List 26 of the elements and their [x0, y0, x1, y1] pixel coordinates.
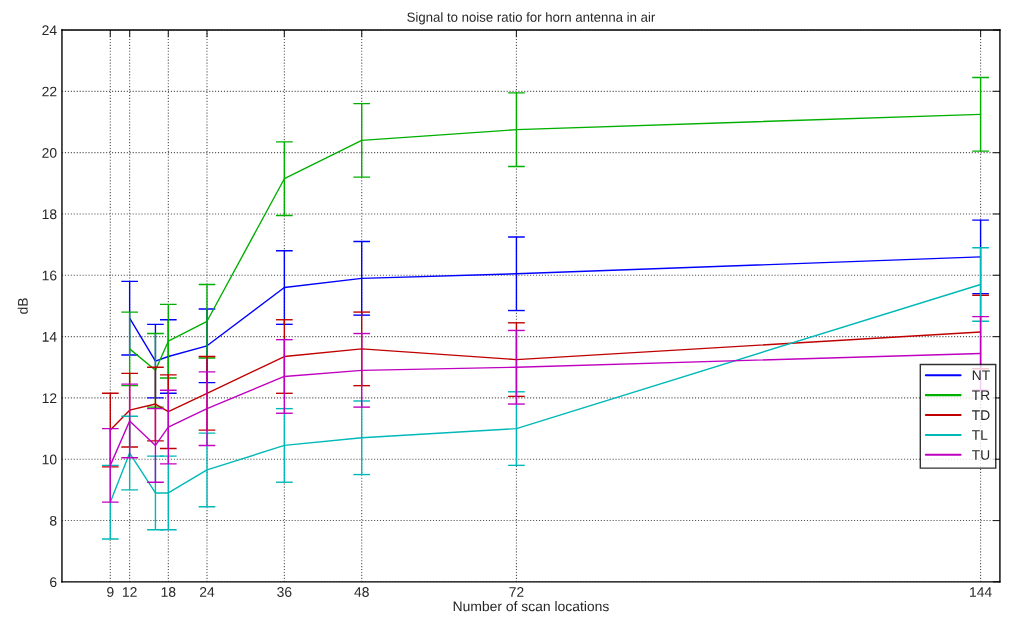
- y-axis-title: dB: [17, 298, 28, 314]
- y-tick-label: 6: [50, 577, 57, 588]
- y-tick-label: 20: [42, 147, 57, 158]
- x-tick-label: 48: [354, 587, 369, 597]
- x-tick-label: 36: [277, 587, 292, 597]
- legend-label: TL: [972, 430, 988, 440]
- y-tick-label: 10: [42, 454, 57, 465]
- y-tick-label: 24: [42, 25, 57, 36]
- legend-label: NT: [972, 370, 990, 381]
- legend-label: TR: [972, 390, 990, 401]
- chart-title: Signal to noise ratio for horn antenna in air: [407, 12, 656, 25]
- legend-label: TD: [972, 410, 990, 420]
- x-tick-label: 144: [970, 587, 992, 597]
- y-tick-label: 14: [42, 332, 57, 342]
- y-tick-label: 8: [49, 515, 57, 526]
- x-axis-title: Number of scan locations: [453, 601, 609, 612]
- x-tick-label: 24: [199, 587, 215, 597]
- legend-label: TU: [972, 450, 990, 460]
- y-tick-label: 12: [42, 393, 57, 403]
- y-tick-label: 22: [42, 86, 57, 97]
- y-tick-label: 18: [42, 209, 57, 220]
- x-tick-label: 12: [122, 587, 137, 597]
- x-tick-label: 9: [107, 587, 114, 597]
- x-tick-label: 72: [509, 587, 524, 597]
- y-tick-label: 16: [42, 270, 57, 281]
- x-tick-label: 18: [161, 587, 176, 597]
